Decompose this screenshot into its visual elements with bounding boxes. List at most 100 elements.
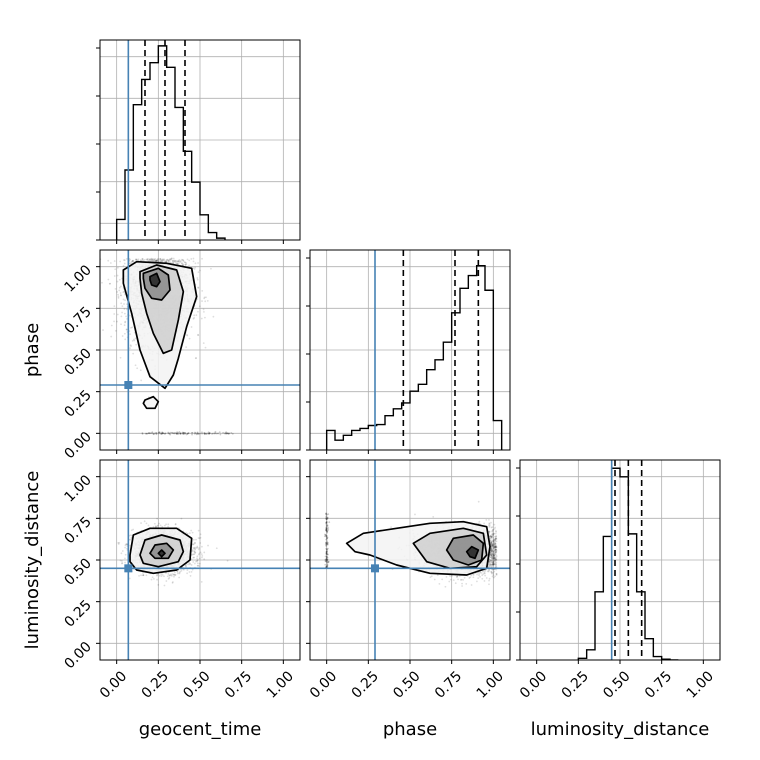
sample-point xyxy=(185,263,188,266)
sample-point xyxy=(132,352,135,355)
sample-point xyxy=(174,259,177,262)
sample-point xyxy=(160,259,162,262)
sample-point xyxy=(119,260,122,263)
sample-point xyxy=(122,264,125,267)
sample-point xyxy=(125,328,128,331)
sample-point xyxy=(123,308,126,310)
sample-point xyxy=(226,432,229,435)
sample-point xyxy=(199,551,202,554)
sample-point xyxy=(151,432,154,435)
sample-point xyxy=(167,260,170,263)
sample-point xyxy=(161,260,164,263)
sample-point xyxy=(207,431,210,434)
sample-point xyxy=(191,568,194,571)
sample-point xyxy=(168,432,171,435)
sample-point xyxy=(170,257,173,260)
sample-point xyxy=(174,573,177,576)
sample-point xyxy=(158,574,161,577)
sample-point xyxy=(155,433,158,436)
sample-point xyxy=(176,432,178,435)
sample-point xyxy=(121,305,124,308)
sample-point xyxy=(113,275,116,277)
sample-point xyxy=(194,551,197,554)
sample-point xyxy=(226,432,228,435)
sample-point xyxy=(123,259,126,262)
histogram-step xyxy=(115,45,226,240)
sample-point xyxy=(182,259,185,262)
sample-point xyxy=(193,556,195,559)
sample-point xyxy=(179,432,182,435)
sample-point xyxy=(186,572,189,575)
sample-point xyxy=(176,570,179,573)
sample-point xyxy=(171,431,174,434)
sample-point xyxy=(163,524,166,527)
sample-point xyxy=(184,564,187,567)
sample-point xyxy=(176,262,179,265)
sample-point xyxy=(152,258,155,261)
sample-point xyxy=(192,549,194,551)
sample-point xyxy=(193,316,195,319)
x-tick-label: 0.50 xyxy=(600,668,633,701)
sample-point xyxy=(179,570,182,573)
sample-point xyxy=(145,522,148,525)
sample-point xyxy=(196,278,199,281)
sample-point xyxy=(177,433,180,435)
sample-point xyxy=(141,432,144,434)
sample-point xyxy=(217,432,220,435)
sample-point xyxy=(225,431,228,434)
sample-point xyxy=(151,259,154,261)
sample-point xyxy=(193,553,196,556)
sample-point xyxy=(174,523,177,526)
sample-point xyxy=(175,432,178,435)
sample-point xyxy=(131,260,133,263)
sample-point xyxy=(199,269,201,272)
sample-point xyxy=(194,542,196,545)
sample-point xyxy=(203,551,206,554)
sample-point xyxy=(157,432,160,435)
x-tick-label: 0.25 xyxy=(559,668,592,701)
sample-point xyxy=(195,560,197,563)
sample-point xyxy=(197,334,200,337)
sample-point xyxy=(195,538,197,541)
sample-point xyxy=(183,261,186,264)
sample-point xyxy=(179,432,182,435)
sample-point xyxy=(156,524,159,527)
sample-point xyxy=(171,581,174,583)
sample-point xyxy=(196,277,199,279)
sample-point xyxy=(198,562,201,565)
sample-point xyxy=(215,432,218,435)
sample-point xyxy=(175,432,178,435)
sample-point xyxy=(215,547,218,550)
sample-point xyxy=(142,574,144,577)
sample-point xyxy=(197,537,200,539)
sample-point xyxy=(170,258,173,261)
sample-point xyxy=(149,258,151,261)
sample-point xyxy=(149,259,152,262)
sample-point xyxy=(170,573,172,576)
sample-point xyxy=(186,432,189,435)
sample-point xyxy=(191,531,194,534)
sample-point xyxy=(134,337,137,340)
sample-point xyxy=(182,568,185,571)
sample-point xyxy=(124,546,126,549)
sample-point xyxy=(176,572,179,575)
sample-point xyxy=(185,564,187,567)
sample-point xyxy=(185,531,187,534)
sample-point xyxy=(121,311,123,314)
sample-point xyxy=(188,264,190,267)
sample-point xyxy=(181,262,183,265)
sample-point xyxy=(185,433,188,436)
sample-point xyxy=(160,260,163,263)
sample-point xyxy=(187,563,190,566)
sample-point xyxy=(162,432,164,435)
sample-point xyxy=(226,559,229,562)
sample-point xyxy=(194,552,196,554)
sample-point xyxy=(155,259,158,262)
sample-point xyxy=(184,261,187,264)
sample-point xyxy=(188,561,190,564)
sample-point xyxy=(129,258,132,261)
sample-point xyxy=(130,326,132,329)
sample-point xyxy=(163,584,166,587)
sample-point xyxy=(201,300,203,302)
sample-point xyxy=(154,432,157,434)
